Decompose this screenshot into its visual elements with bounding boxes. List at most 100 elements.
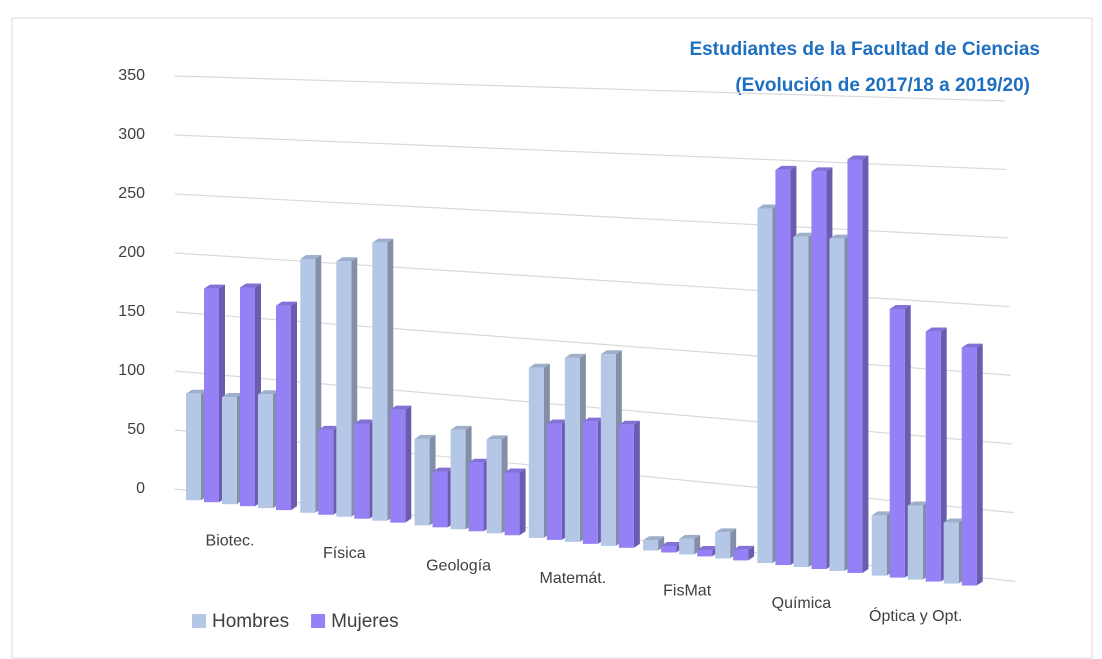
y-tick-label: 0 xyxy=(136,480,145,497)
bar-top xyxy=(186,389,207,394)
bar-front xyxy=(847,159,863,573)
bar-front xyxy=(943,522,959,584)
bar-front xyxy=(186,393,201,501)
bar-front xyxy=(600,354,616,546)
bar-front xyxy=(618,424,634,548)
bar-top xyxy=(775,165,797,170)
bar-side xyxy=(976,343,983,586)
bar-front xyxy=(757,208,773,564)
bar-top xyxy=(204,284,225,289)
bar-top xyxy=(276,301,297,306)
bar xyxy=(907,501,929,580)
bar-front xyxy=(643,540,659,551)
bar-top xyxy=(486,435,508,440)
bar-front xyxy=(829,238,845,571)
bar-top xyxy=(336,257,358,262)
chart-subtitle: (Evolución de 2017/18 a 2019/20) xyxy=(735,75,1030,96)
bar-front xyxy=(871,515,887,576)
bar-top xyxy=(847,155,869,160)
bar-front xyxy=(907,505,923,580)
bar-front xyxy=(715,532,731,559)
bar-top xyxy=(961,343,983,348)
bar-front xyxy=(528,367,544,538)
grid-line xyxy=(174,75,1006,102)
bar xyxy=(775,165,797,566)
bar-front xyxy=(336,261,352,517)
bar-front xyxy=(564,357,580,542)
x-tick-label: FisMat xyxy=(663,583,712,600)
x-tick-label: Óptica y Opt. xyxy=(869,606,962,625)
bar-top xyxy=(450,425,472,430)
bar-top xyxy=(715,528,737,533)
legend-label: Mujeres xyxy=(331,611,399,632)
y-tick-label: 300 xyxy=(118,126,145,143)
bar xyxy=(390,405,412,523)
bar-top xyxy=(504,468,526,473)
bar-front xyxy=(811,171,827,570)
legend-swatch xyxy=(311,614,326,628)
bar-front xyxy=(661,546,677,553)
bar xyxy=(847,155,869,573)
bar-front xyxy=(775,169,791,566)
bar-top xyxy=(618,420,640,425)
bar-side xyxy=(940,327,947,582)
bar-front xyxy=(793,236,809,568)
bar-top xyxy=(318,425,340,430)
y-tick-label: 250 xyxy=(118,185,145,202)
bar-side xyxy=(748,545,755,561)
bar xyxy=(829,234,851,571)
bar-top xyxy=(258,390,279,395)
bar xyxy=(468,458,490,532)
bar xyxy=(871,511,893,576)
bar-front xyxy=(925,331,941,582)
bar xyxy=(582,417,604,544)
bar-top xyxy=(600,350,622,355)
bar-front xyxy=(504,472,520,536)
bar-front xyxy=(276,305,291,511)
bar xyxy=(186,389,207,501)
bar xyxy=(643,536,665,551)
bar-front xyxy=(240,287,255,507)
bar-top xyxy=(222,393,243,398)
bar xyxy=(354,419,376,519)
bar-top xyxy=(733,545,755,550)
bar-front xyxy=(432,471,448,528)
bar-front xyxy=(546,423,562,540)
bar-top xyxy=(757,204,779,209)
bar-top xyxy=(697,545,719,550)
bar-front xyxy=(697,549,713,557)
bar-side xyxy=(862,155,869,573)
bar-front xyxy=(390,409,406,523)
y-tick-label: 350 xyxy=(118,67,145,84)
bar xyxy=(889,304,911,578)
bar-front xyxy=(372,242,388,521)
bar-front xyxy=(318,429,334,515)
bar-top xyxy=(564,353,586,358)
y-tick-label: 50 xyxy=(127,421,145,438)
x-tick-label: Química xyxy=(772,595,832,612)
bar-front xyxy=(468,462,484,532)
x-tick-label: Física xyxy=(323,545,366,562)
bar-front xyxy=(486,439,502,534)
bar xyxy=(715,528,737,559)
bar xyxy=(943,518,965,584)
y-tick-label: 150 xyxy=(118,303,145,320)
bar-front xyxy=(354,423,370,519)
bar-top xyxy=(432,467,454,472)
chart-title: Estudiantes de la Facultad de Ciencias xyxy=(689,39,1040,60)
bar xyxy=(450,425,472,530)
x-tick-label: Geología xyxy=(426,558,491,575)
bar-side xyxy=(633,420,640,548)
bar xyxy=(240,283,261,507)
bar-front xyxy=(258,394,273,509)
bar-top xyxy=(414,434,436,439)
legend-swatch xyxy=(192,614,206,628)
bar xyxy=(733,545,755,561)
bar-side xyxy=(405,405,412,523)
bar-top xyxy=(468,458,490,463)
bar-top xyxy=(811,167,833,172)
bar xyxy=(432,467,454,528)
bar-front xyxy=(889,308,905,578)
bar-front xyxy=(733,549,749,561)
bar-top xyxy=(925,327,947,332)
